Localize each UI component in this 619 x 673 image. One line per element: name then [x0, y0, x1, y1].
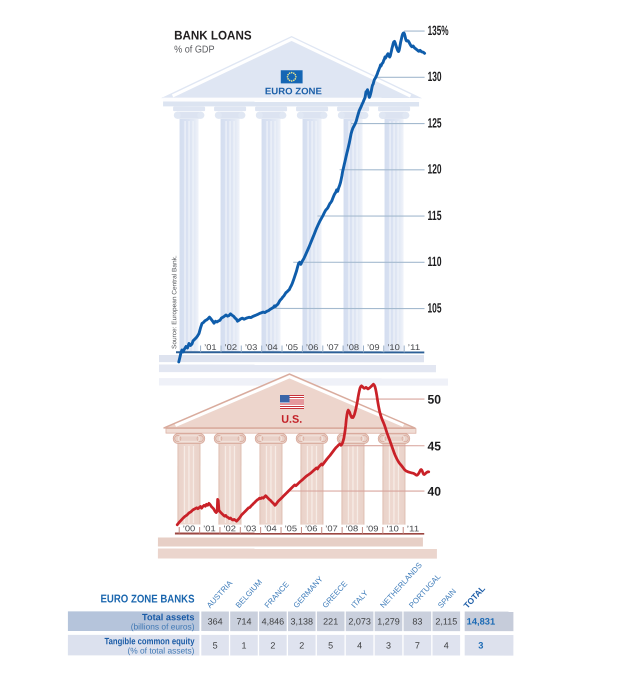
svg-text:110: 110 — [428, 254, 442, 269]
svg-text:105: 105 — [428, 300, 442, 315]
svg-text:4: 4 — [444, 641, 449, 651]
svg-text:’04: ’04 — [264, 524, 277, 533]
svg-text:’08: ’08 — [347, 343, 360, 352]
svg-text:2: 2 — [299, 640, 304, 650]
svg-text:’06: ’06 — [305, 524, 318, 533]
svg-text:’03: ’03 — [244, 524, 257, 533]
svg-text:14,831: 14,831 — [467, 617, 495, 627]
svg-text:’04: ’04 — [265, 343, 278, 352]
svg-text:4: 4 — [357, 641, 362, 651]
svg-text:130: 130 — [428, 69, 442, 84]
svg-text:714: 714 — [236, 616, 251, 626]
svg-text:2,073: 2,073 — [348, 617, 371, 627]
svg-text:2: 2 — [270, 640, 275, 650]
svg-text:’05: ’05 — [286, 343, 299, 352]
svg-text:7: 7 — [415, 641, 420, 651]
svg-text:1,279: 1,279 — [377, 617, 400, 627]
svg-text:’10: ’10 — [386, 524, 399, 533]
svg-text:364: 364 — [208, 616, 223, 626]
svg-text:% of GDP: % of GDP — [174, 44, 215, 55]
svg-text:1: 1 — [241, 640, 246, 650]
svg-text:3: 3 — [386, 641, 391, 651]
svg-text:’02: ’02 — [223, 524, 236, 533]
svg-text:50: 50 — [427, 393, 441, 407]
svg-text:(% of total assets): (% of total assets) — [127, 646, 194, 656]
svg-text:’11: ’11 — [407, 524, 420, 533]
svg-text:135%: 135% — [428, 23, 449, 38]
svg-text:’00: ’00 — [183, 524, 196, 533]
svg-text:BANK LOANS: BANK LOANS — [174, 28, 252, 42]
svg-text:Source: European Central Bank.: Source: European Central Bank. — [171, 255, 178, 349]
svg-text:4,846: 4,846 — [262, 616, 285, 626]
svg-text:’11: ’11 — [408, 343, 421, 352]
svg-text:221: 221 — [323, 617, 338, 627]
svg-text:’05: ’05 — [285, 524, 298, 533]
svg-text:’09: ’09 — [367, 343, 380, 352]
svg-text:EURO ZONE: EURO ZONE — [265, 85, 322, 96]
svg-text:’06: ’06 — [306, 343, 319, 352]
svg-text:115: 115 — [428, 208, 442, 223]
svg-text:83: 83 — [412, 617, 422, 627]
svg-text:40: 40 — [427, 485, 441, 499]
svg-text:’03: ’03 — [245, 343, 258, 352]
svg-text:’01: ’01 — [204, 343, 217, 352]
svg-text:120: 120 — [428, 162, 442, 177]
svg-text:3: 3 — [478, 641, 483, 651]
svg-text:’07: ’07 — [325, 524, 338, 533]
svg-text:125: 125 — [428, 115, 442, 130]
svg-text:2,115: 2,115 — [435, 617, 457, 627]
svg-text:’07: ’07 — [326, 343, 339, 352]
svg-text:’09: ’09 — [366, 524, 379, 533]
svg-text:45: 45 — [427, 439, 441, 453]
svg-text:’01: ’01 — [203, 524, 216, 533]
svg-text:(billions of euros): (billions of euros) — [131, 622, 195, 632]
svg-text:’02: ’02 — [225, 343, 238, 352]
svg-text:3,138: 3,138 — [291, 616, 314, 626]
svg-text:’10: ’10 — [387, 343, 400, 352]
svg-text:’08: ’08 — [346, 524, 359, 533]
svg-text:EURO ZONE BANKS: EURO ZONE BANKS — [101, 593, 195, 605]
svg-text:U.S.: U.S. — [281, 414, 302, 426]
svg-text:5: 5 — [213, 640, 218, 650]
svg-text:5: 5 — [328, 641, 333, 651]
